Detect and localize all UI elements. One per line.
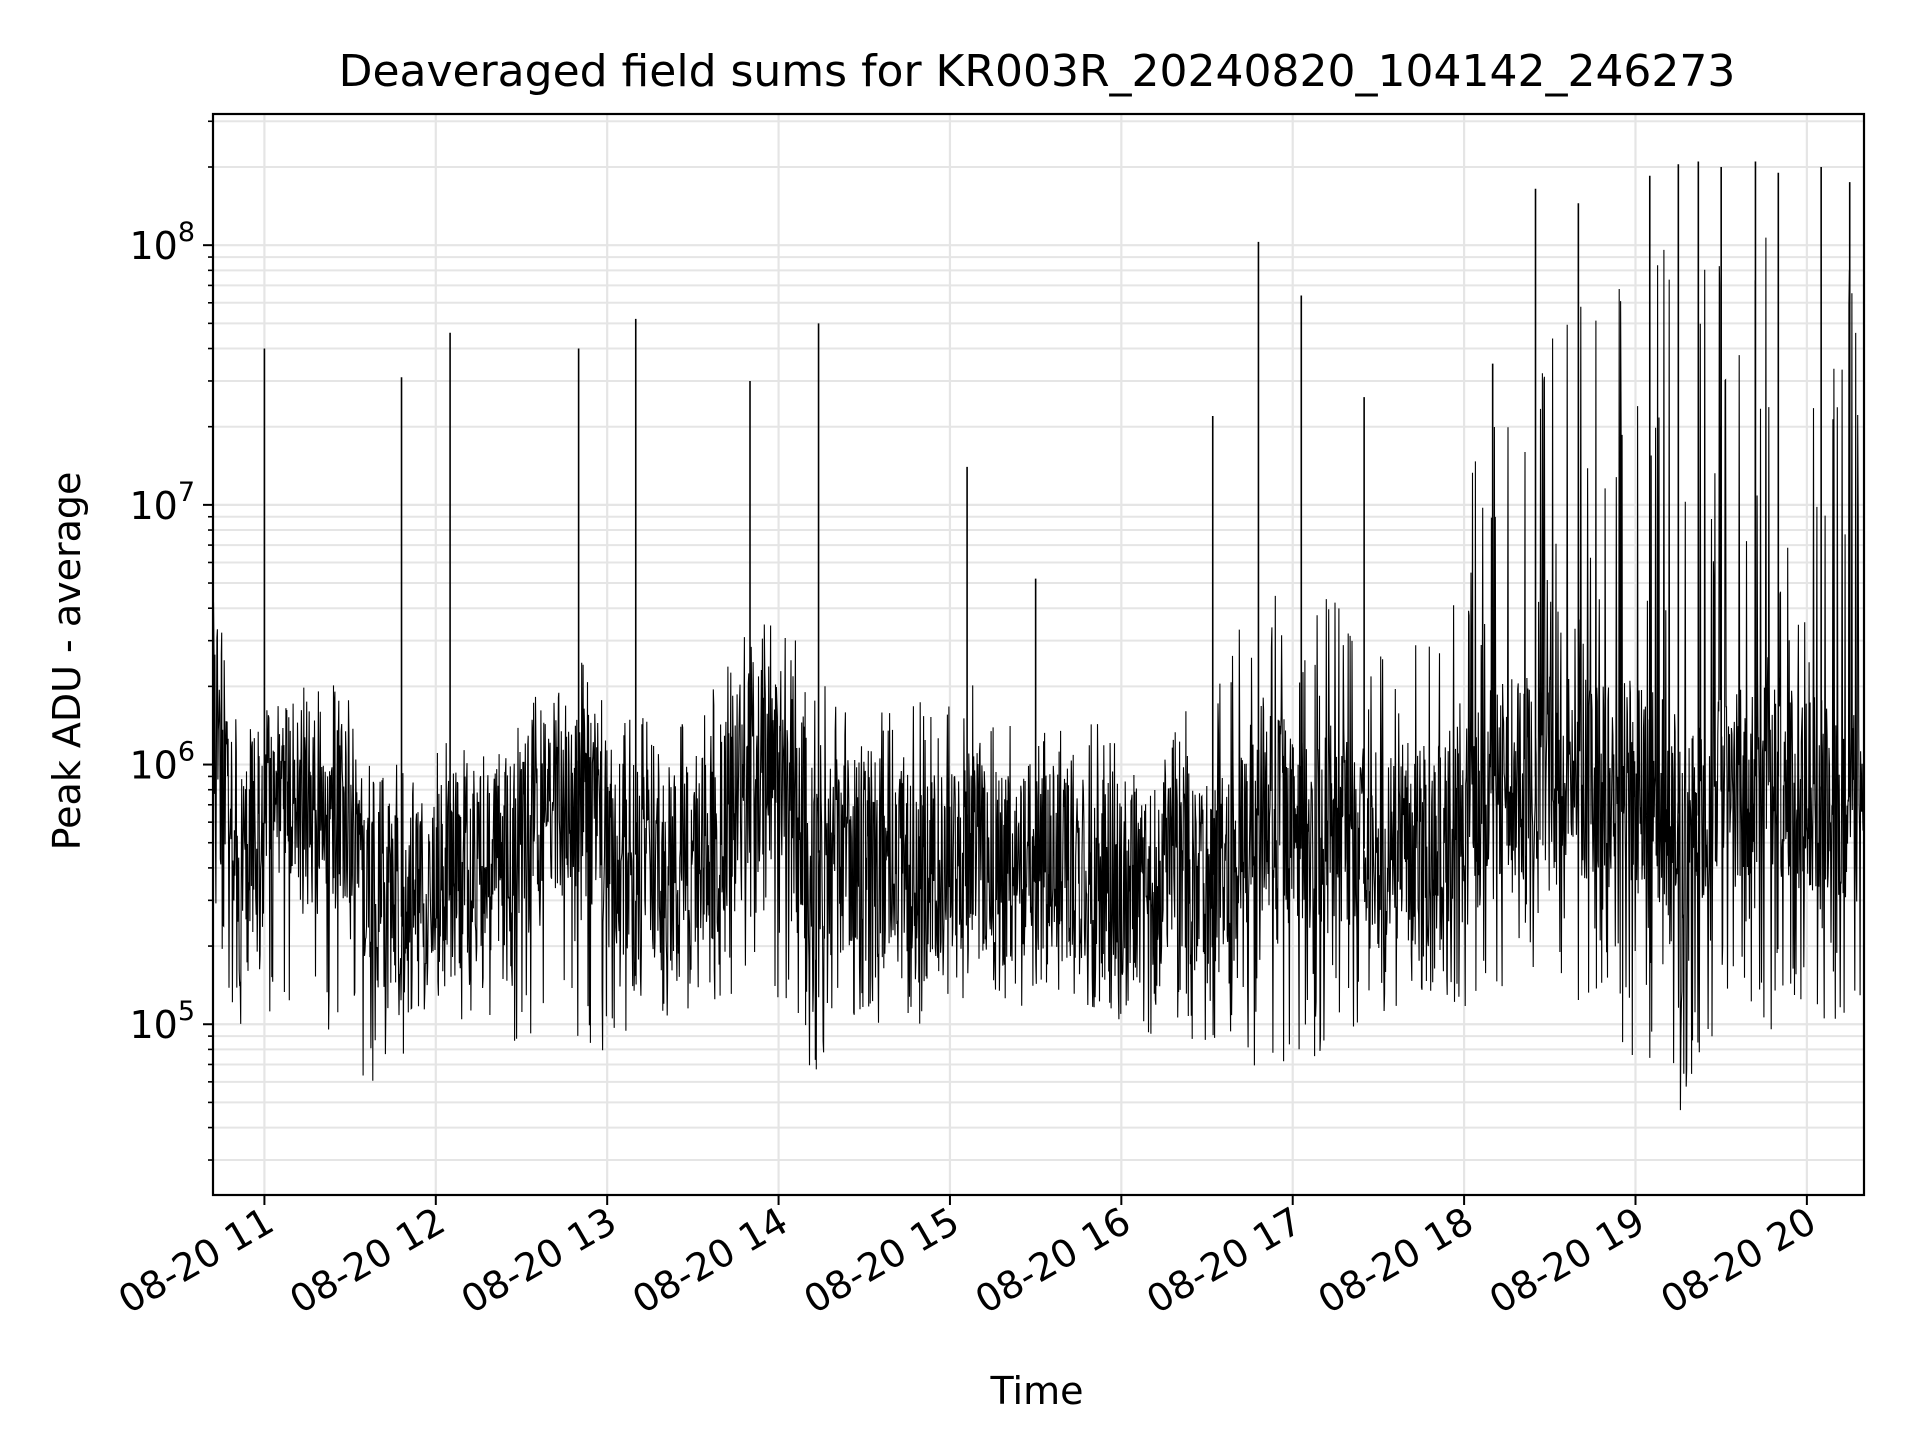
x-axis-label: Time bbox=[990, 1369, 1084, 1413]
y-tick-label: 108 bbox=[129, 217, 195, 268]
series-layer bbox=[212, 161, 1865, 1111]
chart-title: Deaveraged field sums for KR003R_2024082… bbox=[339, 46, 1736, 97]
y-tick-label: 107 bbox=[129, 477, 195, 528]
y-tick-label: 106 bbox=[129, 737, 195, 788]
plot-frame bbox=[211, 112, 1866, 1197]
y-axis-label: Peak ADU - average bbox=[45, 472, 89, 851]
series-line bbox=[212, 237, 1865, 1111]
y-tick-label: 105 bbox=[129, 996, 195, 1047]
